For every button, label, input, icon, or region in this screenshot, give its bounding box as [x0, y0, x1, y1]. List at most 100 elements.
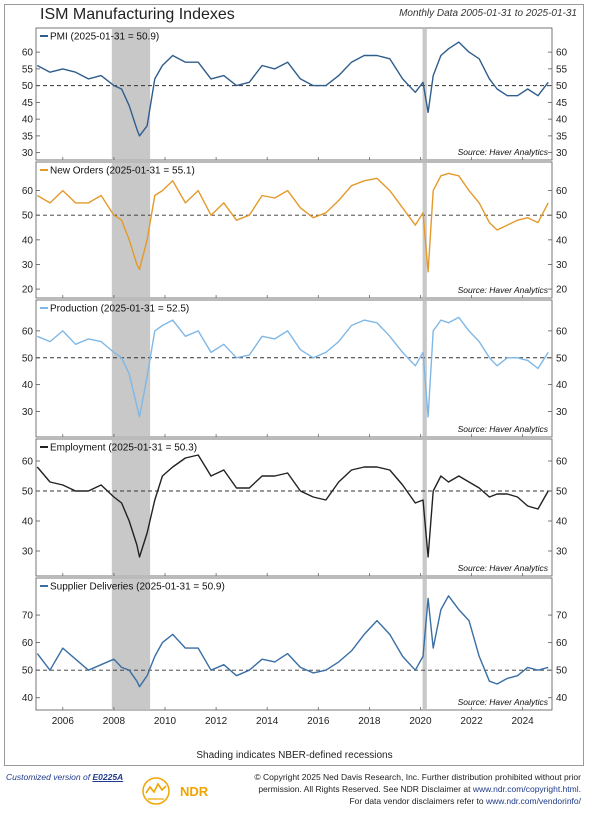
- new-orders-series-line: [36, 172, 549, 273]
- employment-ytick-left-label: 50: [22, 487, 34, 498]
- new-orders-ytick-right-label: 40: [556, 235, 568, 246]
- supplier-deliveries-ytick-left-label: 40: [22, 693, 34, 704]
- copyright-line-3: For data vendor disclaimers refer to www…: [201, 795, 581, 807]
- supplier-deliveries-source-note: Source: Haver Analytics: [458, 697, 549, 707]
- x-axis-tick-label: 2014: [256, 716, 279, 727]
- copyright-link[interactable]: www.ndr.com/copyright.html.: [472, 784, 581, 794]
- pmi-ytick-left-label: 30: [22, 148, 34, 159]
- x-axis-tick-label: 2006: [52, 716, 75, 727]
- pmi-ytick-right-label: 40: [556, 115, 568, 126]
- supplier-deliveries-ytick-right-label: 40: [556, 693, 568, 704]
- chart-frame: [4, 4, 584, 766]
- supplier-deliveries-ytick-right-label: 60: [556, 638, 568, 649]
- x-axis-tick-label: 2008: [103, 716, 126, 727]
- new-orders-ytick-left-label: 40: [22, 235, 34, 246]
- pmi-ytick-left-label: 45: [22, 98, 34, 109]
- x-axis-tick-label: 2010: [154, 716, 177, 727]
- supplier-deliveries-ytick-right-label: 70: [556, 611, 568, 622]
- employment-ytick-right-label: 40: [556, 517, 568, 528]
- new-orders-ytick-right-label: 50: [556, 211, 568, 222]
- new-orders-ytick-right-label: 60: [556, 186, 568, 197]
- employment-ytick-left-label: 60: [22, 457, 34, 468]
- pmi-legend-label: PMI (2025-01-31 = 50.9): [50, 32, 159, 43]
- production-recession-band-0: [111, 301, 151, 436]
- production-ytick-right-label: 50: [556, 353, 568, 364]
- employment-series-line: [36, 454, 549, 558]
- new-orders-ytick-left-label: 30: [22, 260, 34, 271]
- copyright-line-2-text: permission. All Rights Reserved. See NDR…: [258, 784, 471, 794]
- x-axis-tick-label: 2022: [460, 716, 483, 727]
- pmi-ytick-left-label: 55: [22, 64, 34, 75]
- x-axis-tick-label: 2020: [409, 716, 432, 727]
- ndr-logo-text: NDR: [180, 784, 209, 799]
- employment-recession-band-1: [422, 440, 427, 575]
- supplier-deliveries-ytick-left-label: 70: [22, 611, 34, 622]
- production-ytick-left-label: 50: [22, 353, 34, 364]
- pmi-ytick-left-label: 50: [22, 81, 34, 92]
- x-axis-tick-label: 2016: [307, 716, 330, 727]
- chart-subtitle: Monthly Data 2005-01-31 to 2025-01-31: [399, 8, 577, 19]
- pmi-ytick-right-label: 55: [556, 64, 568, 75]
- supplier-deliveries-ytick-right-label: 50: [556, 666, 568, 677]
- supplier-deliveries-ytick-left-label: 60: [22, 638, 34, 649]
- copyright-line-3-text: For data vendor disclaimers refer to: [349, 796, 484, 806]
- x-axis-tick-label: 2024: [511, 716, 534, 727]
- new-orders-ytick-left-label: 60: [22, 186, 34, 197]
- pmi-panel-frame: [35, 27, 553, 161]
- custom-prefix: Customized version of: [6, 772, 91, 782]
- new-orders-legend-label: New Orders (2025-01-31 = 55.1): [50, 166, 195, 177]
- supplier-deliveries-recession-band-0: [111, 579, 151, 709]
- pmi-ytick-left-label: 35: [22, 131, 34, 142]
- x-axis-tick-label: 2012: [205, 716, 228, 727]
- production-ytick-right-label: 40: [556, 380, 568, 391]
- new-orders-recession-band-0: [111, 163, 151, 297]
- production-source-note: Source: Haver Analytics: [458, 424, 549, 434]
- new-orders-ytick-left-label: 50: [22, 211, 34, 222]
- pmi-ytick-left-label: 60: [22, 48, 34, 59]
- production-ytick-right-label: 60: [556, 326, 568, 337]
- supplier-deliveries-ytick-left-label: 50: [22, 666, 34, 677]
- new-orders-ytick-right-label: 30: [556, 260, 568, 271]
- production-ytick-left-label: 30: [22, 407, 34, 418]
- employment-source-note: Source: Haver Analytics: [458, 563, 549, 573]
- pmi-ytick-left-label: 40: [22, 115, 34, 126]
- pmi-ytick-right-label: 45: [556, 98, 568, 109]
- chart-title: ISM Manufacturing Indexes: [40, 6, 235, 23]
- copyright-line-1: © Copyright 2025 Ned Davis Research, Inc…: [254, 772, 581, 782]
- x-axis-tick-label: 2018: [358, 716, 381, 727]
- supplier-deliveries-panel-frame: [35, 577, 553, 711]
- pmi-recession-band-0: [111, 29, 151, 159]
- production-ytick-left-label: 40: [22, 380, 34, 391]
- employment-panel-frame: [35, 438, 553, 577]
- employment-ytick-right-label: 30: [556, 547, 568, 558]
- production-panel-frame: [35, 299, 553, 438]
- production-ytick-right-label: 30: [556, 407, 568, 418]
- employment-ytick-left-label: 30: [22, 547, 34, 558]
- new-orders-ytick-left-label: 20: [22, 285, 34, 296]
- new-orders-source-note: Source: Haver Analytics: [458, 285, 549, 295]
- new-orders-panel-frame: [35, 161, 553, 299]
- copyright-notice: © Copyright 2025 Ned Davis Research, Inc…: [201, 771, 581, 807]
- supplier-deliveries-legend-label: Supplier Deliveries (2025-01-31 = 50.9): [50, 582, 225, 593]
- pmi-ytick-right-label: 60: [556, 48, 568, 59]
- employment-legend-label: Employment (2025-01-31 = 50.3): [50, 443, 197, 454]
- vendor-info-link[interactable]: www.ndr.com/vendorinfo/: [486, 796, 581, 806]
- supplier-deliveries-series-line: [36, 595, 549, 688]
- ndr-logo-icon: [142, 777, 170, 805]
- employment-ytick-right-label: 60: [556, 457, 568, 468]
- production-ytick-left-label: 60: [22, 326, 34, 337]
- pmi-ytick-right-label: 35: [556, 131, 568, 142]
- pmi-series-line: [36, 41, 549, 137]
- chart-code-link[interactable]: E0225A: [92, 772, 124, 782]
- production-series-line: [37, 316, 549, 418]
- employment-ytick-left-label: 40: [22, 517, 34, 528]
- customized-version-note: Customized version of E0225A: [6, 772, 123, 782]
- copyright-line-2: permission. All Rights Reserved. See NDR…: [201, 783, 581, 795]
- employment-recession-band-0: [111, 440, 151, 575]
- pmi-ytick-right-label: 50: [556, 81, 568, 92]
- shading-note: Shading indicates NBER-defined recession…: [196, 750, 393, 761]
- employment-ytick-right-label: 50: [556, 487, 568, 498]
- new-orders-ytick-right-label: 20: [556, 285, 568, 296]
- production-legend-label: Production (2025-01-31 = 52.5): [50, 304, 189, 315]
